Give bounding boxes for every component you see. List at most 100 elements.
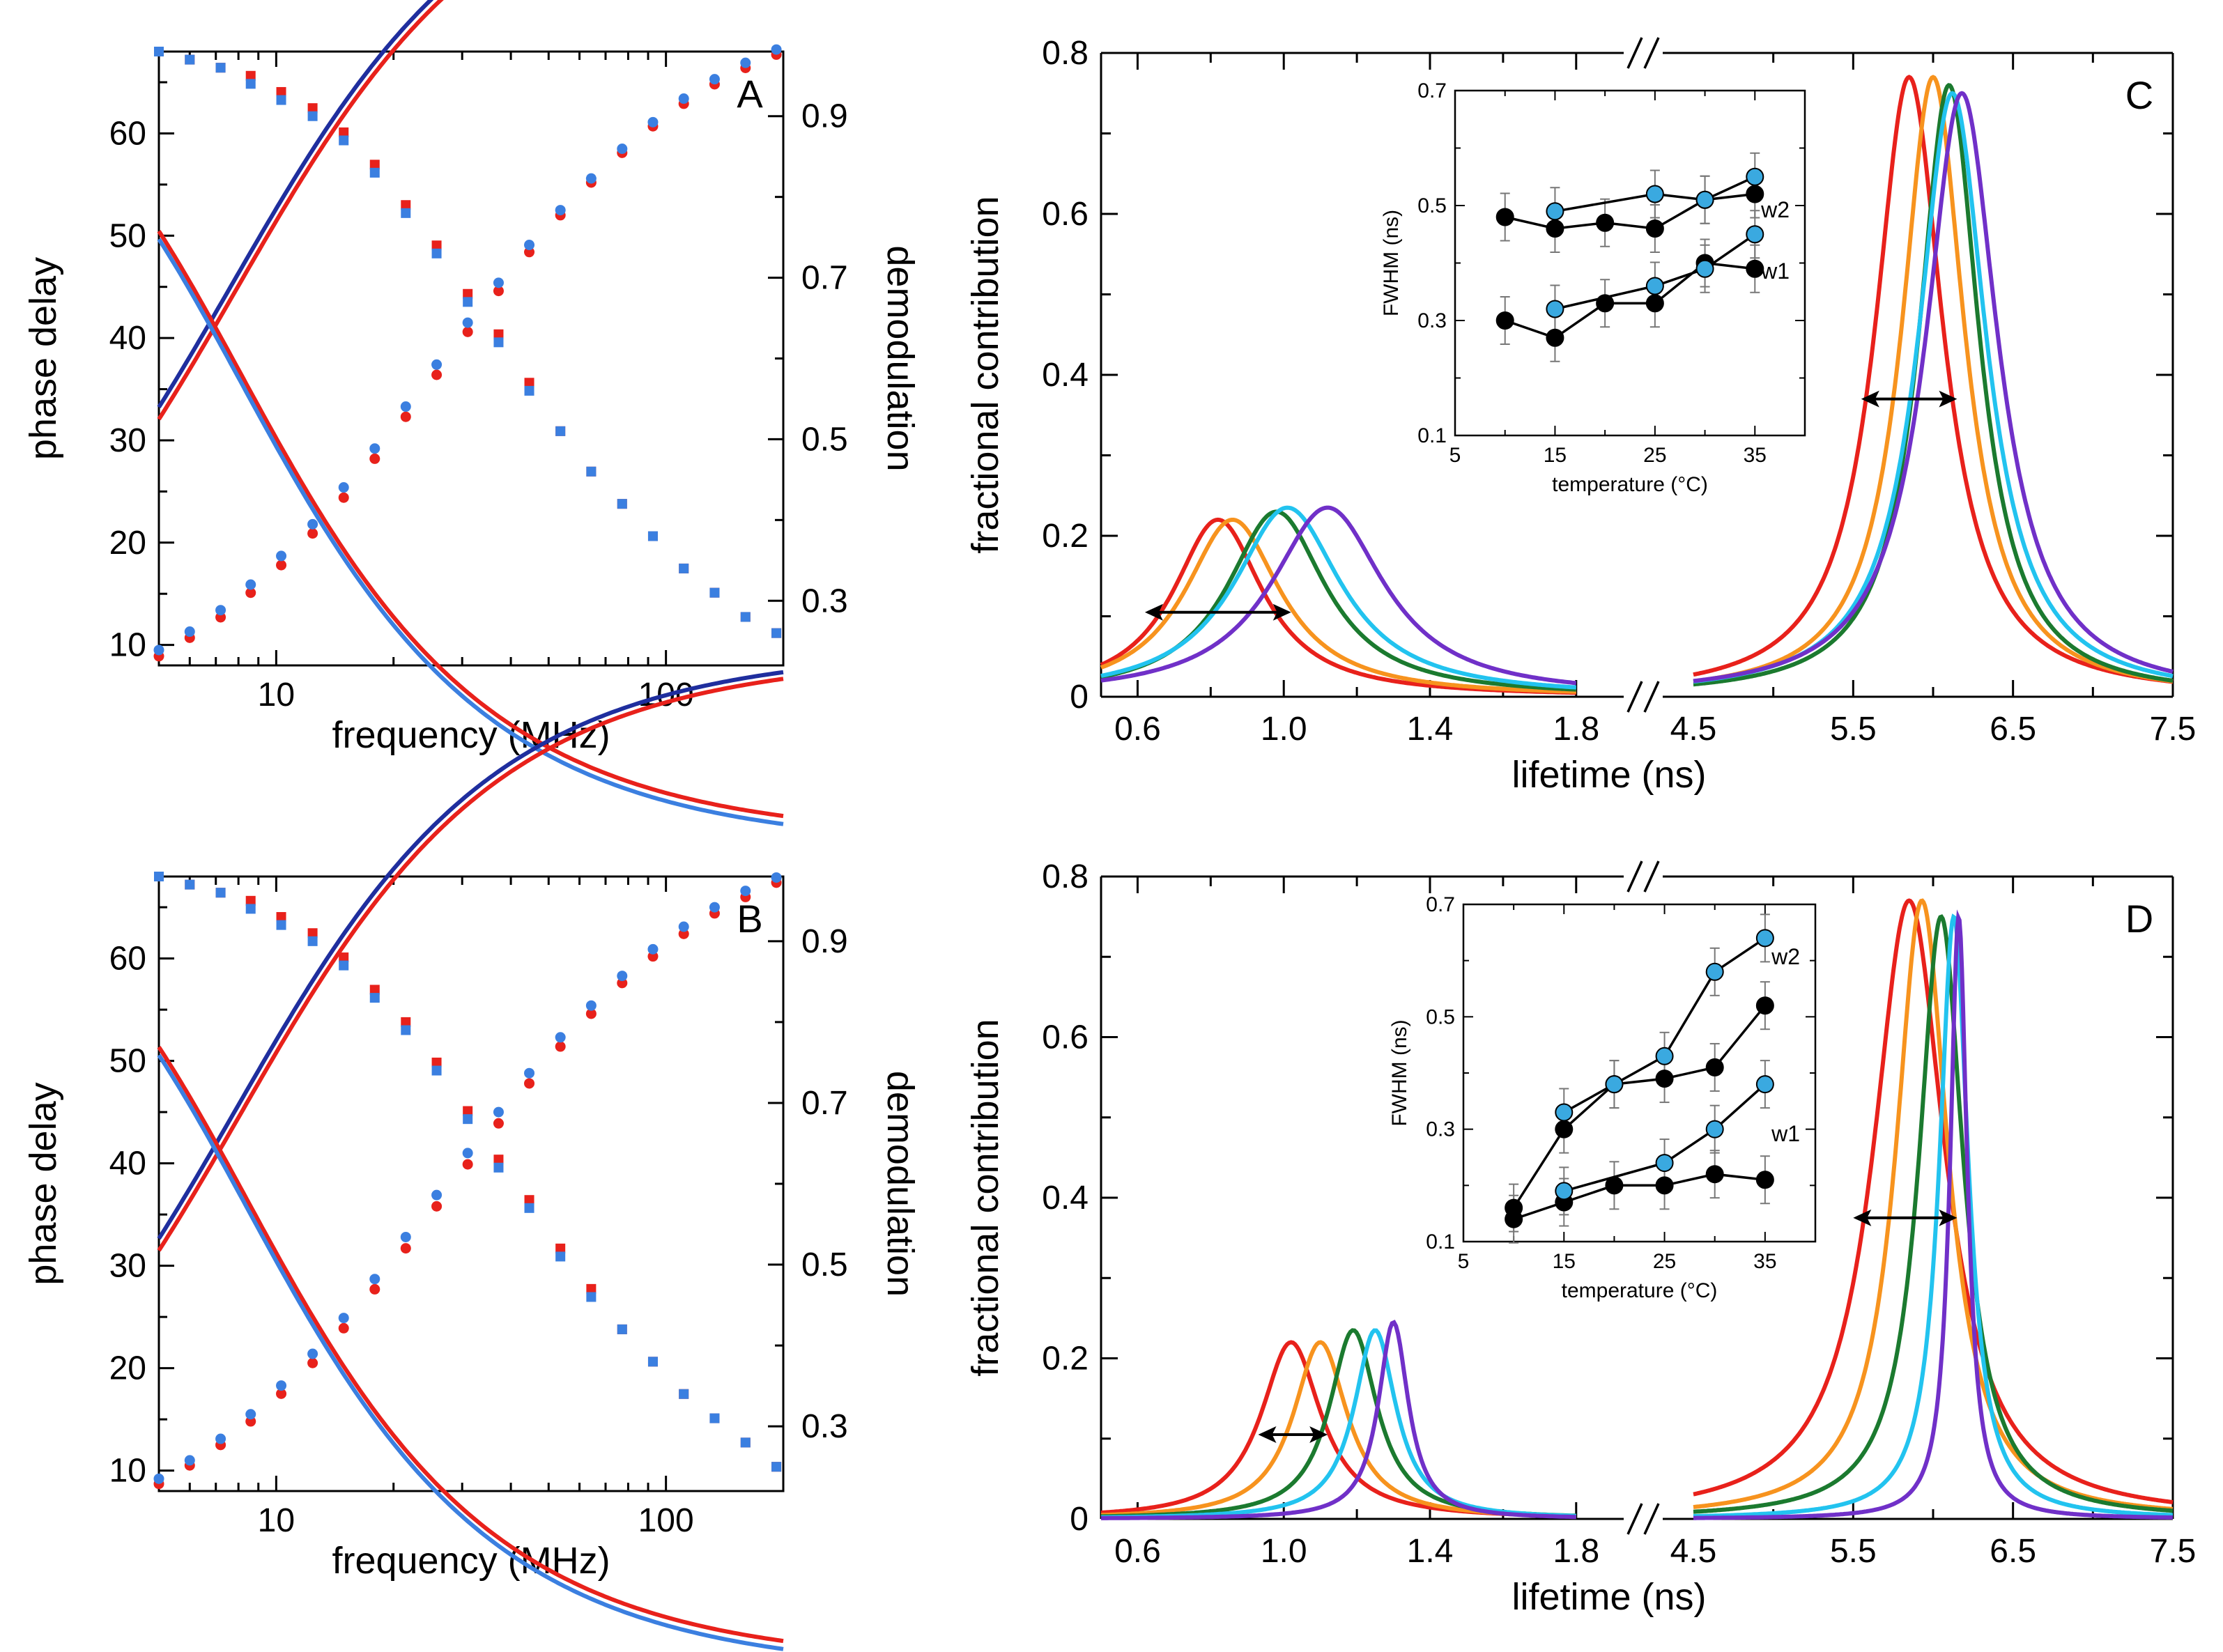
x-tick-label: 10: [258, 1502, 295, 1539]
axis-break-mark: [1643, 681, 1660, 713]
inset-frame: [1462, 903, 1817, 1243]
series-line-long: [1693, 75, 2174, 684]
data-point: [740, 57, 751, 68]
plot-frame: [157, 50, 785, 667]
axis-break-mark: [1626, 860, 1643, 893]
y-axis-label: fractional contribution: [964, 196, 1006, 553]
data-point: [709, 902, 720, 913]
inset-data-point: [1705, 1058, 1724, 1076]
data-point: [184, 626, 195, 638]
data-point: [369, 993, 380, 1003]
data-point: [307, 1348, 318, 1359]
inset-series-line: [1555, 176, 1756, 213]
inset-data-point: [1755, 996, 1774, 1015]
data-point: [462, 1159, 473, 1170]
data-point: [276, 95, 286, 105]
data-point: [678, 93, 689, 105]
inset-frame: [1454, 89, 1806, 437]
data-point: [586, 1283, 597, 1294]
data-point: [185, 54, 195, 65]
data-point: [493, 1118, 504, 1129]
data-point: [245, 70, 256, 81]
data-point: [369, 985, 380, 995]
series-line-short: [1100, 505, 1577, 690]
axis-break-mark: [1643, 37, 1660, 69]
series-line-long: [1693, 914, 2174, 1514]
y-tick-label: 40: [109, 1145, 146, 1182]
data-point: [307, 103, 318, 114]
axis-break-mark: [1643, 860, 1660, 893]
y-tick-label: 60: [109, 115, 146, 152]
y-tick-label: 10: [109, 1453, 146, 1490]
data-point: [153, 1473, 164, 1484]
data-point: [524, 240, 535, 251]
y-tick-label: 10: [109, 627, 146, 664]
data-point: [709, 587, 720, 598]
x-tick-label: 1.8: [1553, 711, 1599, 748]
data-point: [338, 1313, 349, 1324]
y-axis-label: phase delay: [22, 1082, 64, 1285]
data-point: [431, 1189, 443, 1201]
data-point: [585, 1008, 597, 1019]
data-point: [431, 1065, 442, 1076]
panel-b: 10 100 10 20 30 40 50 60 0.3 0.5 0.7 0.9 frequency (…: [22, 670, 921, 1651]
data-point: [555, 1251, 566, 1262]
data-point: [431, 248, 442, 258]
data-point: [369, 160, 380, 170]
data-point: [524, 1203, 534, 1213]
data-point: [401, 1017, 411, 1027]
inset-data-point: [1746, 259, 1764, 278]
data-point: [493, 1155, 504, 1165]
data-point: [276, 86, 286, 97]
data-point: [431, 240, 442, 251]
data-point: [493, 1162, 504, 1173]
data-point: [617, 978, 628, 989]
data-point: [524, 1067, 535, 1079]
axis-break-mark: [1643, 1503, 1660, 1535]
data-point: [462, 1148, 473, 1159]
data-point: [771, 872, 782, 883]
inset-data-point: [1645, 294, 1664, 313]
y-tick-label: 0.8: [1042, 35, 1089, 72]
data-point: [154, 872, 164, 881]
inset-y-tick-label: 0.7: [1417, 79, 1447, 102]
inset-data-point: [1705, 1165, 1724, 1184]
y-tick-label: 30: [109, 1248, 146, 1285]
y-tick-label: 0.6: [1042, 196, 1089, 233]
series-line-short: [1101, 1320, 1576, 1520]
data-point: [678, 928, 689, 939]
panel-d: 0 0.2 0.4 0.6 0.8 0.6 1.0 1.4 1.8 4.5 5.5 6.5 7.5 lif…: [964, 858, 2196, 1618]
series-line-long: [1693, 75, 2174, 684]
data-point: [524, 378, 534, 388]
y-tick-label: 60: [109, 941, 146, 978]
inset-x-tick-label: 5: [1458, 1250, 1470, 1273]
data-point: [463, 1114, 473, 1125]
phase-fit-blue: [157, 0, 434, 409]
y2-tick-label: 0.5: [801, 421, 848, 458]
y-tick-label: 0.2: [1042, 1341, 1089, 1377]
inset-data-point: [1755, 1075, 1774, 1094]
data-point: [276, 912, 286, 923]
data-point: [463, 297, 473, 307]
y2-axis-label: demodulation: [879, 1071, 921, 1297]
data-point: [462, 317, 473, 328]
axis-break-mark: [1626, 1503, 1643, 1535]
panel-letter: A: [737, 72, 763, 116]
data-point: [215, 1433, 226, 1444]
inset-y-tick-label: 0.1: [1426, 1230, 1455, 1253]
inset-data-point: [1546, 219, 1564, 238]
y-tick-label: 50: [109, 1043, 146, 1080]
data-point: [647, 943, 659, 955]
data-point: [369, 1283, 380, 1295]
data-point: [245, 79, 256, 89]
inset-data-point: [1655, 1047, 1674, 1065]
data-point: [369, 453, 380, 464]
inset-data-point: [1555, 1120, 1574, 1138]
data-point: [431, 359, 443, 370]
x-tick-label: 7.5: [2150, 711, 2197, 748]
y2-tick-label: 0.7: [801, 260, 848, 297]
data-point: [400, 411, 411, 422]
data-point: [185, 879, 195, 890]
data-point: [555, 1032, 566, 1043]
